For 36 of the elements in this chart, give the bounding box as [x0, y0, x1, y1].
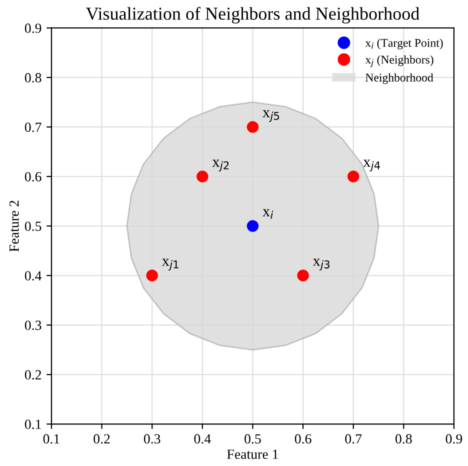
legend-label: Neighborhood: [366, 73, 434, 84]
x-tick-label: 0.8: [396, 434, 412, 444]
point: [196, 170, 208, 182]
chart-title: Visualization of Neighbors and Neighborhood: [86, 6, 420, 24]
annotation: x$_{j2}$: [212, 160, 229, 172]
y-tick-label: 0.6: [24, 172, 42, 182]
x-tick-label: 0.7: [345, 434, 362, 444]
x-axis-title: Feature 1: [227, 450, 278, 459]
x-tick-label: 0.1: [43, 434, 60, 444]
legend-label: x$_{i}$ (Target Point): [365, 38, 443, 50]
point: [297, 270, 309, 282]
y-tick-label: 0.7: [24, 122, 42, 132]
annotation: x$_{j1}$: [162, 258, 178, 271]
annotation: x$_{j3}$: [312, 258, 330, 271]
y-tick-label: 0.5: [24, 222, 42, 232]
annotation: x$_{j4}$: [363, 160, 380, 172]
y-tick-label: 0.4: [24, 271, 42, 281]
point: [146, 270, 158, 282]
legend-label: x$_{j}$ (Neighbors): [365, 55, 434, 68]
point: [347, 170, 360, 182]
point: [246, 121, 259, 133]
y-tick-label: 0.1: [24, 420, 41, 430]
x-tick-label: 0.5: [244, 434, 261, 444]
y-tick-label: 0.2: [24, 370, 41, 380]
x-tick-label: 0.3: [144, 434, 160, 444]
y-tick-label: 0.3: [24, 320, 42, 330]
x-tick-label: 0.6: [294, 434, 312, 444]
x-tick-label: 0.9: [446, 434, 462, 444]
y-tick-label: 0.8: [24, 73, 42, 82]
y-tick-label: 0.9: [24, 24, 42, 33]
y-axis-title: Feature 2: [9, 200, 19, 252]
annotation: x$_{i}$: [262, 209, 274, 219]
x-tick-label: 0.2: [94, 434, 110, 444]
annotation: x$_{j5}$: [262, 110, 280, 122]
point: [246, 220, 259, 232]
x-tick-label: 0.4: [194, 434, 211, 444]
